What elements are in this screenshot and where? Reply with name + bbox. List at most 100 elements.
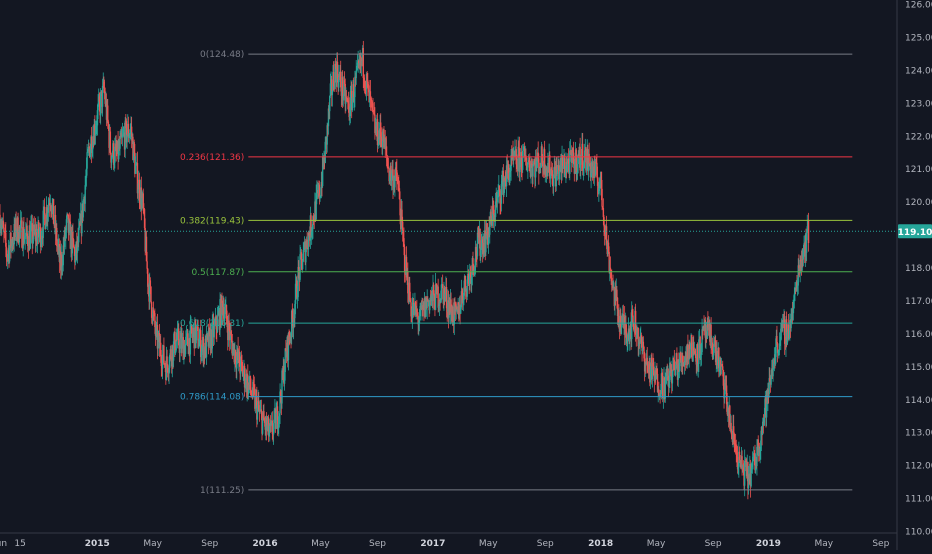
candle-body xyxy=(306,239,308,249)
candle-body xyxy=(61,265,64,267)
candle-body xyxy=(247,382,250,395)
candle-body xyxy=(329,83,332,96)
candle-body xyxy=(86,152,88,169)
candle-body xyxy=(438,306,440,308)
candle-body xyxy=(527,162,529,168)
fib-level-label: 0.618(116.31) xyxy=(180,319,244,329)
candle-body xyxy=(377,144,379,146)
candle-body xyxy=(168,367,170,374)
candle-body xyxy=(626,339,628,344)
y-tick-label: 122.00 xyxy=(905,132,932,142)
candle-body xyxy=(632,322,635,330)
candle-body xyxy=(649,369,652,383)
candle-body xyxy=(327,108,330,127)
x-tick-label: May xyxy=(814,539,833,549)
candle-body xyxy=(223,314,226,321)
candle-body xyxy=(87,150,89,153)
candle-body xyxy=(765,390,768,418)
candle-body xyxy=(778,350,780,353)
candle-body xyxy=(409,282,411,300)
candle-body xyxy=(777,352,779,354)
candle-body xyxy=(763,417,765,423)
candle-body xyxy=(780,328,782,341)
candle-body xyxy=(677,363,679,380)
candle-body xyxy=(209,327,211,330)
candle-body xyxy=(802,249,805,260)
candle-body xyxy=(65,219,68,231)
candle-body xyxy=(467,273,469,280)
candle-body xyxy=(550,168,552,176)
candle-body xyxy=(101,85,104,107)
candle-body xyxy=(718,366,721,372)
candle-body xyxy=(754,455,756,471)
candle-body xyxy=(501,180,503,185)
candle-body xyxy=(492,206,494,210)
candle-body xyxy=(416,312,419,316)
candle-body xyxy=(549,175,552,179)
candle-body xyxy=(571,148,574,164)
candle-body xyxy=(1,224,3,228)
candle-body xyxy=(243,366,246,388)
candle-body xyxy=(62,245,64,266)
candle-body xyxy=(487,227,490,245)
candle-body xyxy=(211,321,214,349)
candle-body xyxy=(783,319,786,344)
candle-body xyxy=(517,146,519,172)
candle-body xyxy=(426,298,428,309)
last-price-marker xyxy=(898,224,932,239)
candle-body xyxy=(7,253,9,259)
candle-body xyxy=(125,121,128,143)
candle-body xyxy=(776,335,778,344)
candle-body xyxy=(238,351,241,367)
candle-body xyxy=(40,239,42,248)
candle-body xyxy=(110,156,113,163)
candle-body xyxy=(631,309,633,340)
candle-body xyxy=(217,314,219,316)
candle-body xyxy=(48,203,51,206)
candle-body xyxy=(143,209,146,229)
candle-body xyxy=(500,203,502,205)
candle-body xyxy=(269,423,271,433)
y-tick-label: 111.00 xyxy=(905,495,932,505)
candle-body xyxy=(61,254,63,267)
candle-body xyxy=(96,125,98,127)
candle-body xyxy=(360,57,363,66)
candle-body xyxy=(10,232,12,248)
candle-body xyxy=(493,215,495,222)
candle-body xyxy=(691,334,693,358)
candle-body xyxy=(78,222,81,228)
y-tick-label: 121.00 xyxy=(905,165,932,175)
candle-body xyxy=(521,169,523,171)
candle-body xyxy=(175,339,177,351)
candle-body xyxy=(369,91,372,100)
candle-body xyxy=(676,353,678,365)
candle-body xyxy=(316,191,318,194)
candle-body xyxy=(126,134,128,143)
candle-body xyxy=(185,333,188,337)
candle-body xyxy=(159,342,162,357)
candle-body xyxy=(486,223,488,236)
candle-body xyxy=(263,411,265,421)
fib-level-label: 0(124.48) xyxy=(200,50,244,60)
candle-body xyxy=(285,348,287,352)
candle-body xyxy=(380,136,383,139)
candle-body xyxy=(434,284,437,310)
candle-body xyxy=(774,346,777,364)
candle-body xyxy=(399,199,401,216)
candle-body xyxy=(363,77,365,81)
candle-body xyxy=(275,413,277,429)
candle-body xyxy=(15,218,17,238)
candle-body xyxy=(189,325,192,355)
candle-body xyxy=(380,122,382,137)
y-tick-label: 118.00 xyxy=(905,264,932,274)
candle-body xyxy=(234,350,237,363)
candle-body xyxy=(254,396,257,409)
candle-body xyxy=(280,391,282,399)
candle-body xyxy=(602,208,605,218)
candle-body xyxy=(636,332,638,339)
candle-body xyxy=(0,227,2,230)
candle-body xyxy=(750,468,752,487)
candle-body xyxy=(620,327,623,335)
